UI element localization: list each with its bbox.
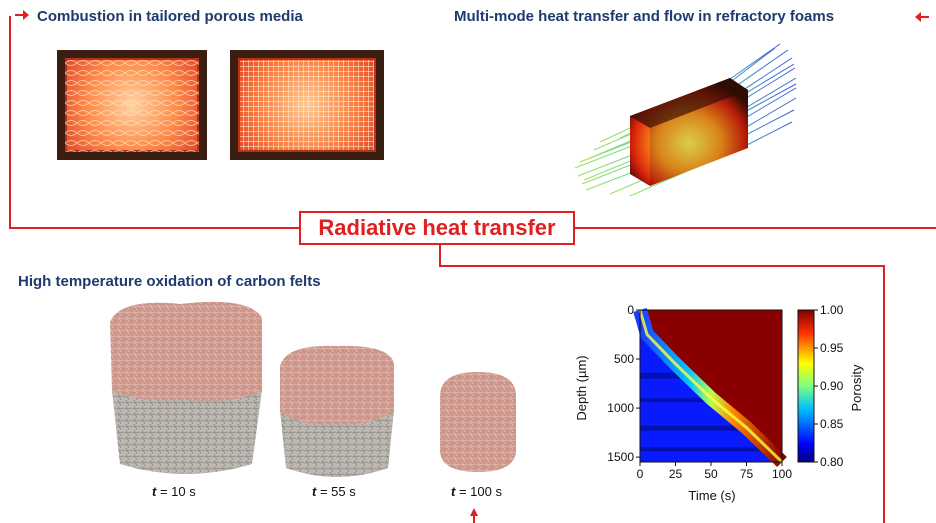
oxidation-heading: High temperature oxidation of carbon fel… <box>18 273 321 290</box>
colorbar <box>797 309 815 463</box>
time-label-55s: t = 55 s <box>312 484 356 499</box>
left-arrow-icon <box>14 8 30 27</box>
x-tick-label: 75 <box>740 467 754 481</box>
porosity-heatmap: 0 25 50 75 1000500100015001.000.950.900.850.… <box>574 303 864 503</box>
colorbar-tick-label: 0.85 <box>820 417 844 431</box>
time-value: = 10 s <box>156 484 196 499</box>
y-tick-label: 0 <box>627 303 634 317</box>
x-tick-label: 0 <box>637 467 644 481</box>
time-label-100s: t = 100 s <box>451 484 502 499</box>
x-axis-label: Time (s) <box>688 488 735 503</box>
colorbar-tick-label: 1.00 <box>820 303 844 317</box>
x-tick-label: 50 <box>704 467 718 481</box>
heatmap-plot-area: 0 25 50 75 1000500100015001.000.950.900.850.… <box>607 303 843 481</box>
porous-burner-photo-2 <box>230 50 384 160</box>
time-value: = 55 s <box>316 484 356 499</box>
multimode-heading: Multi-mode heat transfer and flow in ref… <box>454 8 835 25</box>
heatmap-front-core <box>638 309 784 464</box>
carbon-felt-sample-3 <box>440 372 516 472</box>
carbon-felt-sample-1 <box>110 301 262 474</box>
porous-burner-photo-1 <box>57 50 207 160</box>
heatmap-density-band <box>640 447 782 452</box>
right-arrow-icon <box>914 10 930 29</box>
heatmap-density-band <box>640 425 782 431</box>
y-tick-label: 1000 <box>607 401 634 415</box>
colorbar-tick-label: 0.90 <box>820 379 844 393</box>
y-tick-label: 1500 <box>607 450 634 464</box>
t-symbol: t <box>451 484 456 499</box>
radiative-heat-transfer-box: Radiative heat transfer <box>299 211 575 245</box>
y-tick-label: 500 <box>614 352 634 366</box>
colorbar-tick-label: 0.80 <box>820 455 844 469</box>
y-axis-label: Depth (µm) <box>574 355 589 420</box>
foam-flow-visualization <box>574 43 797 197</box>
colorbar-label: Porosity <box>849 364 864 411</box>
carbon-felt-sample-2 <box>280 345 394 477</box>
foam-cells <box>65 58 199 152</box>
x-tick-label: 100 <box>772 467 792 481</box>
time-label-10s: t = 10 s <box>152 484 196 499</box>
time-value: = 100 s <box>455 484 502 499</box>
x-tick-label: 25 <box>669 467 683 481</box>
combustion-heading: Combustion in tailored porous media <box>37 8 303 25</box>
t-symbol: t <box>312 484 317 499</box>
t-symbol: t <box>152 484 157 499</box>
colorbar-tick-label: 0.95 <box>820 341 844 355</box>
